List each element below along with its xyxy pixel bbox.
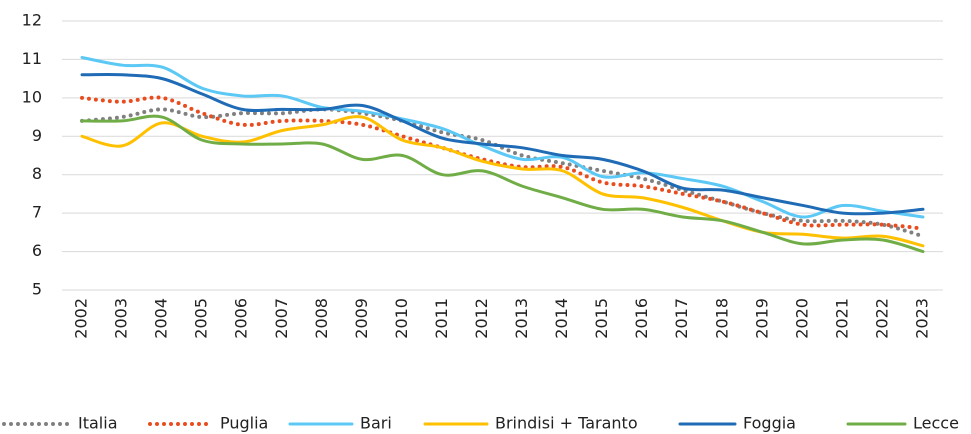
x-tick-label: 2014 [552,298,571,339]
x-tick-label: 2004 [152,298,171,339]
x-tick-label: 2018 [712,298,731,339]
legend-label: Bari [360,414,392,433]
legend-label: Brindisi + Taranto [495,414,638,433]
y-tick-label: 8 [32,164,42,183]
x-tick-label: 2012 [472,298,491,339]
x-tick-label: 2021 [832,298,851,339]
x-tick-label: 2010 [392,298,411,339]
y-tick-label: 12 [22,11,42,30]
x-tick-label: 2023 [912,298,931,339]
x-tick-label: 2022 [872,298,891,339]
x-tick-label: 2013 [512,298,531,339]
x-tick-label: 2003 [112,298,131,339]
series-line [80,114,925,254]
x-tick-label: 2007 [272,298,291,339]
legend-label: Italia [78,414,118,433]
x-tick-label: 2009 [352,298,371,339]
series-line [80,56,925,219]
legend-label: Lecce [913,414,959,433]
y-tick-label: 5 [32,280,42,299]
y-tick-label: 7 [32,203,42,222]
x-tick-label: 2005 [192,298,211,339]
x-tick-label: 2015 [592,298,611,339]
x-tick-label: 2020 [792,298,811,339]
x-tick-label: 2011 [432,298,451,339]
x-tick-label: 2019 [752,298,771,339]
y-tick-label: 6 [32,241,42,260]
x-tick-label: 2016 [632,298,651,339]
series-line [80,107,925,239]
y-tick-label: 11 [22,49,42,68]
legend-label: Puglia [220,414,268,433]
series-line [80,115,925,248]
x-tick-label: 2008 [312,298,331,339]
x-tick-label: 2017 [672,298,691,339]
y-tick-label: 9 [32,126,42,145]
series-line [80,73,925,216]
series-line [80,95,925,231]
y-tick-label: 10 [22,87,42,106]
x-tick-label: 2006 [232,298,251,339]
legend-label: Foggia [743,414,796,433]
x-tick-label: 2002 [72,298,91,339]
